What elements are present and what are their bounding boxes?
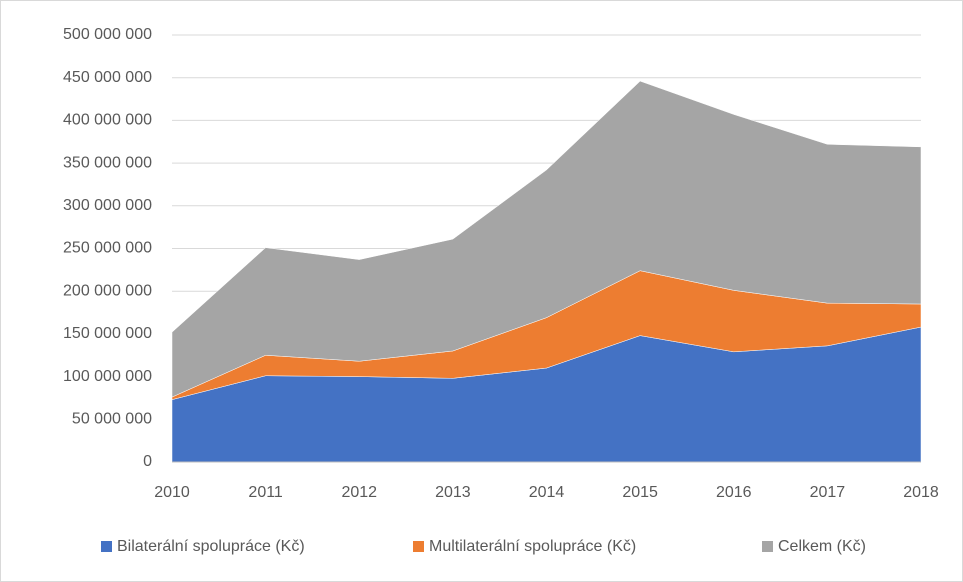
- x-tick-label: 2011: [248, 484, 283, 501]
- legend-label: Bilaterální spolupráce (Kč): [117, 538, 305, 555]
- y-tick-label: 100 000 000: [63, 368, 152, 385]
- y-tick-label: 500 000 000: [63, 26, 152, 43]
- y-tick-label: 250 000 000: [63, 240, 152, 257]
- x-tick-label: 2010: [154, 484, 190, 501]
- y-tick-label: 150 000 000: [63, 325, 152, 342]
- area: [171, 80, 922, 398]
- x-tick-label: 2014: [529, 484, 565, 501]
- legend-label: Multilaterální spolupráce (Kč): [429, 538, 636, 555]
- y-tick-label: 350 000 000: [63, 154, 152, 171]
- y-tick-label: 50 000 000: [72, 411, 152, 428]
- x-tick-label: 2016: [716, 484, 752, 501]
- x-tick-label: 2017: [810, 484, 846, 501]
- x-tick-label: 2015: [622, 484, 658, 501]
- legend-swatch: [101, 541, 112, 552]
- x-tick-label: 2018: [903, 484, 939, 501]
- y-tick-label: 300 000 000: [63, 197, 152, 214]
- legend-label: Celkem (Kč): [778, 538, 866, 555]
- legend-swatch: [762, 541, 773, 552]
- y-tick-label: 450 000 000: [63, 69, 152, 86]
- x-tick-label: 2013: [435, 484, 471, 501]
- y-tick-label: 0: [143, 453, 152, 470]
- y-tick-label: 400 000 000: [63, 112, 152, 129]
- y-tick-label: 200 000 000: [63, 282, 152, 299]
- x-tick-label: 2012: [341, 484, 377, 501]
- legend-swatch: [413, 541, 424, 552]
